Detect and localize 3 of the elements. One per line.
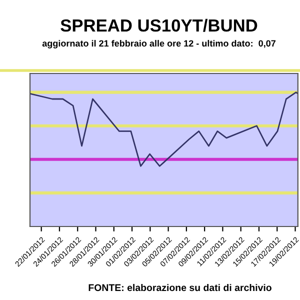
chart-title: SPREAD US10YT/BUND (60, 18, 258, 32)
source-note: FONTE: elaborazione su dati di archivio (88, 284, 272, 292)
chart-subtitle: aggiornato il 21 febbraio alle ore 12 - ultimo dato: 0,07 (42, 40, 276, 48)
